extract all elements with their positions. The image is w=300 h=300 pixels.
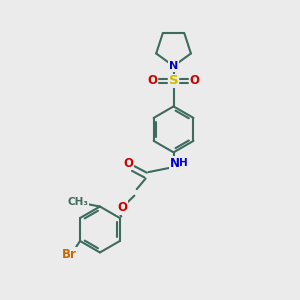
Text: N: N <box>169 61 178 71</box>
Text: O: O <box>123 157 133 170</box>
Text: O: O <box>117 201 127 214</box>
Text: H: H <box>179 158 188 168</box>
Text: Br: Br <box>62 248 77 261</box>
Text: S: S <box>169 74 178 87</box>
Text: O: O <box>190 74 200 87</box>
Text: O: O <box>147 74 158 87</box>
Text: CH₃: CH₃ <box>68 197 89 207</box>
Text: N: N <box>170 157 180 170</box>
